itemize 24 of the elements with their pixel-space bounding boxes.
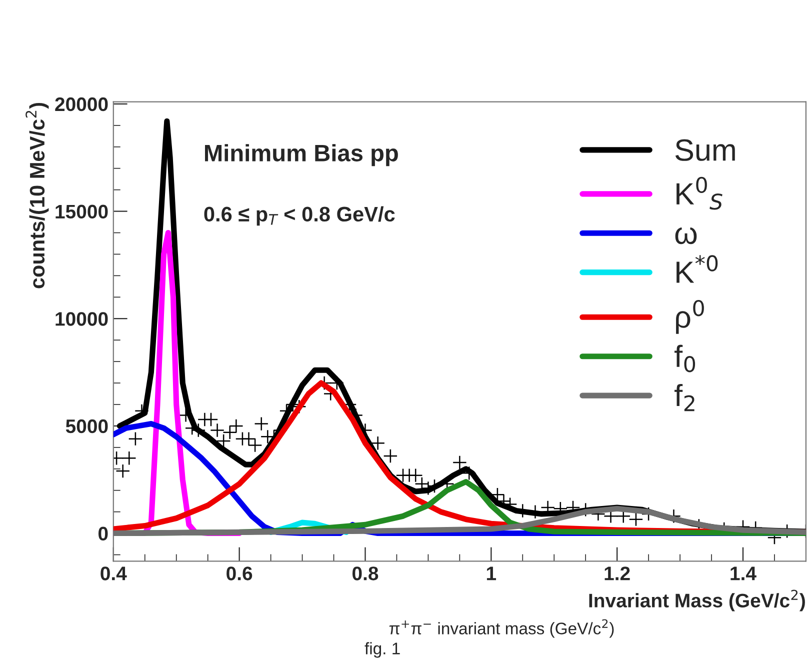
legend-label: K$^{0}$$_{S}$	[676, 176, 722, 210]
x-tick-label: 0.6	[226, 566, 252, 580]
x-tick-label: 1	[486, 566, 496, 580]
x-tick-label: 1.4	[730, 566, 756, 580]
y-tick-label: 0	[98, 526, 108, 541]
legend-label: Sum	[675, 139, 735, 161]
x-tick-label: 0.8	[352, 566, 378, 580]
y-tick-label: 10000	[56, 312, 108, 326]
x-axis-title: Invariant Mass (GeV/c$^{2}$)	[589, 590, 805, 612]
annotation: Minimum Bias pp	[205, 144, 398, 166]
y-axis-title: counts/(10 MeV/c$^{2}$)	[26, 102, 49, 288]
y-tick-label: 5000	[66, 419, 108, 434]
x-tick-label: 0.4	[100, 566, 127, 580]
text: π$^{+}$π$^{−}$ invariant mass (GeV/c$^{2}$)	[389, 619, 614, 638]
y-tick-label: 20000	[55, 97, 108, 112]
caption: fig. 1	[364, 642, 400, 658]
legend-label: ω	[675, 227, 697, 244]
legend-label: f$_{2}$	[674, 384, 694, 412]
legend-label: ρ$^{0}$	[676, 300, 704, 334]
y-tick-label: 15000	[56, 204, 108, 219]
legend-label: f$_{0}$	[674, 344, 696, 372]
x-tick-label: 1.2	[604, 566, 630, 580]
legend-label: K$^{*0}$	[676, 255, 718, 283]
annotation: 0.6 ≤ p$_{T}$ < 0.8 GeV/c	[204, 206, 395, 226]
